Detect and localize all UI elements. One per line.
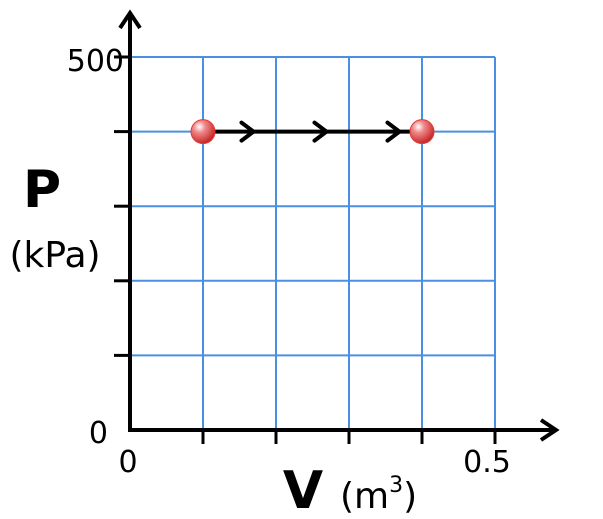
grid	[130, 56, 496, 430]
x-axis-unit: (m3)	[340, 473, 417, 517]
x-tick-label: 0	[118, 445, 137, 480]
y-axis-symbol: P	[23, 160, 61, 220]
x-tick-label: 0.5	[463, 445, 511, 480]
state-point-marker	[409, 119, 435, 145]
y-axis-unit: (kPa)	[9, 235, 100, 276]
direction-arrow	[312, 120, 329, 143]
direction-arrow	[385, 120, 402, 143]
direction-arrow	[239, 120, 256, 143]
x-axis-arrowhead	[539, 418, 560, 442]
x-axis-unit-close: )	[403, 476, 417, 517]
state-point	[190, 119, 216, 145]
x-axis-unit-base: (m	[340, 476, 389, 517]
axes	[118, 9, 560, 442]
y-axis-arrowhead	[118, 9, 142, 30]
state-point	[409, 119, 435, 145]
axis-ticks	[114, 55, 497, 444]
x-axis-symbol: V	[283, 461, 323, 519]
x-axis-unit-exponent: 3	[389, 473, 403, 498]
y-tick-label: 0	[89, 416, 108, 451]
y-tick-label: 500	[67, 44, 124, 79]
state-point-marker	[190, 119, 216, 145]
process-series	[190, 119, 435, 145]
